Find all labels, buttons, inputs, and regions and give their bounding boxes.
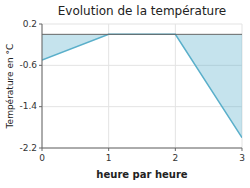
plot-area xyxy=(42,24,242,148)
grid-line xyxy=(42,148,242,149)
grid-line xyxy=(108,24,109,148)
x-axis xyxy=(42,148,242,149)
tick-label: 3 xyxy=(239,153,245,163)
title: Evolution de la température xyxy=(58,4,227,18)
tick-label: -0.6 xyxy=(19,60,37,70)
grid xyxy=(42,24,242,148)
tick-label: 0 xyxy=(39,153,45,163)
zero-line xyxy=(42,34,242,35)
area xyxy=(42,34,242,137)
data-group xyxy=(42,34,242,137)
tick-label: 1 xyxy=(106,153,112,163)
tick xyxy=(39,24,42,25)
chart: -2.2 -1.4 -0.6 0.2 0 1 2 3 Evolution de la tempé… xyxy=(0,0,250,188)
tick-label: 0.2 xyxy=(23,19,37,29)
y-axis xyxy=(42,24,43,148)
tick xyxy=(242,148,243,151)
grid-line xyxy=(175,24,176,148)
x-axis-label: heure par heure xyxy=(96,169,187,180)
tick-label: -2.2 xyxy=(19,143,37,153)
tick xyxy=(39,106,42,107)
chart-container: -2.2 -1.4 -0.6 0.2 0 1 2 3 Evolution de la tempé… xyxy=(0,0,250,188)
tick-label: -1.4 xyxy=(19,101,37,111)
tick xyxy=(175,148,176,151)
tick xyxy=(42,148,43,151)
tick xyxy=(108,148,109,151)
tick-label: 2 xyxy=(172,153,178,163)
grid-line xyxy=(42,24,43,148)
y-axis-label: Température en °C xyxy=(5,44,15,130)
tick xyxy=(39,65,42,66)
grid-line xyxy=(42,106,242,107)
grid-line xyxy=(42,24,242,25)
line xyxy=(42,34,242,137)
